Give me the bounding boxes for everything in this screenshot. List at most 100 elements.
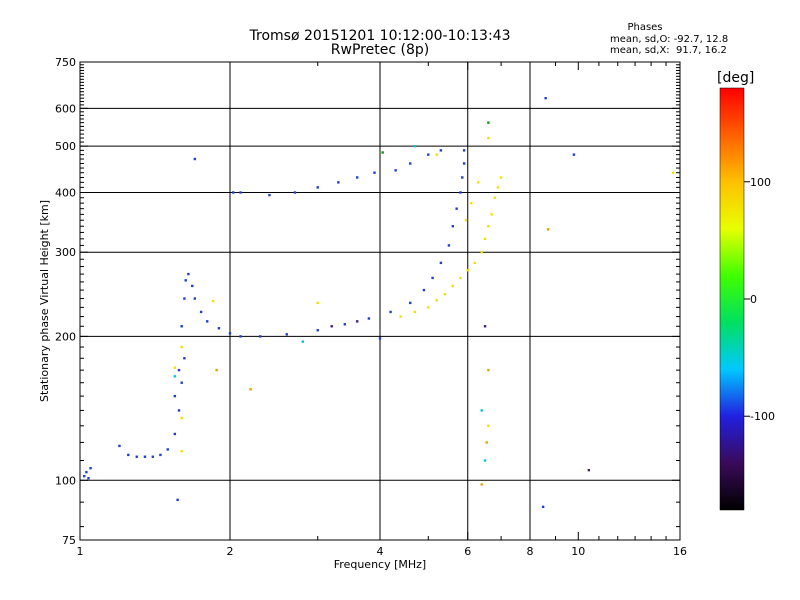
- x-tick-label: 10: [571, 545, 585, 558]
- data-point: [367, 317, 371, 320]
- y-tick-label: 600: [55, 102, 76, 115]
- data-point: [249, 388, 252, 391]
- data-point: [180, 325, 183, 328]
- colorbar-label: [deg]: [717, 70, 754, 86]
- y-tick-label: 750: [55, 56, 76, 69]
- data-point: [337, 181, 340, 184]
- data-point: [118, 444, 121, 448]
- data-point: [439, 149, 443, 152]
- data-point: [343, 323, 347, 326]
- data-point: [330, 325, 333, 328]
- data-point: [85, 470, 88, 474]
- data-point: [215, 368, 218, 372]
- data-point: [180, 381, 183, 384]
- data-point: [464, 219, 468, 222]
- data-point: [173, 375, 177, 378]
- data-point: [180, 450, 183, 453]
- y-tick-label: 75: [62, 534, 76, 547]
- data-point: [239, 335, 242, 338]
- data-point: [485, 441, 488, 444]
- data-point: [183, 297, 186, 300]
- data-points: [83, 96, 675, 509]
- x-tick-label: 4: [377, 545, 384, 558]
- x-axis-ticks: 1 2 4 6 8 10 16: [77, 62, 687, 558]
- data-point: [180, 416, 183, 420]
- data-point: [151, 455, 155, 458]
- data-point: [427, 153, 430, 156]
- data-point: [572, 153, 576, 156]
- data-point: [541, 505, 545, 509]
- data-point: [316, 329, 319, 332]
- data-point: [451, 225, 455, 228]
- data-point: [199, 310, 203, 314]
- data-point: [173, 366, 177, 369]
- data-point: [473, 261, 477, 265]
- data-point: [544, 96, 547, 100]
- y-tick-label: 500: [55, 140, 76, 153]
- phases-line-o: mean, sd,O: -92.7, 12.8: [610, 34, 728, 45]
- data-point: [166, 448, 169, 451]
- data-point: [355, 320, 359, 323]
- data-point: [173, 394, 177, 398]
- data-point: [587, 468, 591, 472]
- y-tick-label: 200: [55, 330, 76, 343]
- data-point: [127, 453, 130, 457]
- data-point: [259, 335, 262, 338]
- data-point: [301, 340, 305, 343]
- data-point: [451, 284, 455, 288]
- data-point: [177, 409, 181, 412]
- x-tick-label: 16: [673, 545, 687, 558]
- data-point: [413, 310, 417, 314]
- data-point: [409, 162, 412, 165]
- data-point: [268, 193, 271, 197]
- data-point: [316, 301, 319, 305]
- data-point: [184, 279, 187, 282]
- data-point: [409, 301, 412, 305]
- grid-lines: [80, 62, 680, 540]
- x-tick-label: 1: [77, 545, 84, 558]
- data-point: [176, 498, 179, 502]
- colorbar-ticks: -100 0 100: [744, 176, 775, 423]
- data-point: [470, 201, 473, 205]
- chart-title: Tromsø 20151201 10:12:00-10:13:43: [249, 28, 511, 44]
- data-point: [483, 325, 487, 328]
- data-point: [480, 251, 483, 254]
- data-point: [461, 176, 464, 179]
- data-point: [89, 466, 92, 470]
- data-point: [187, 272, 190, 276]
- data-point: [493, 196, 497, 199]
- data-point: [355, 176, 359, 179]
- data-point: [487, 121, 490, 124]
- y-tick-label: 300: [55, 246, 76, 259]
- phases-title: Phases: [627, 22, 662, 33]
- data-point: [316, 186, 319, 189]
- data-point: [193, 157, 197, 161]
- data-point: [427, 306, 430, 309]
- chart-subtitle: RwPretec (8p): [331, 42, 429, 58]
- colorbar-tick-label: -100: [750, 410, 775, 423]
- data-point: [399, 315, 402, 318]
- data-point: [228, 332, 232, 335]
- data-point: [413, 144, 417, 148]
- data-point: [483, 237, 487, 241]
- x-tick-label: 6: [464, 545, 471, 558]
- data-point: [487, 136, 490, 140]
- data-point: [459, 276, 462, 280]
- colorbar-tick-label: 0: [750, 293, 757, 306]
- data-point: [394, 169, 397, 172]
- data-point: [293, 191, 297, 194]
- data-point: [83, 474, 86, 478]
- data-point: [389, 310, 392, 314]
- data-point: [435, 153, 438, 156]
- x-axis-label: Frequency [MHz]: [334, 558, 426, 571]
- phases-line-x: mean, sd,X: 91.7, 16.2: [610, 45, 727, 56]
- data-point: [480, 483, 483, 486]
- data-point: [431, 276, 434, 280]
- y-tick-label: 400: [55, 186, 76, 199]
- y-axis-ticks: 75 100 200 300 400 500 600 750: [55, 56, 680, 547]
- data-point: [135, 455, 138, 458]
- data-point: [499, 176, 503, 179]
- data-point: [490, 213, 493, 216]
- data-point: [422, 288, 426, 292]
